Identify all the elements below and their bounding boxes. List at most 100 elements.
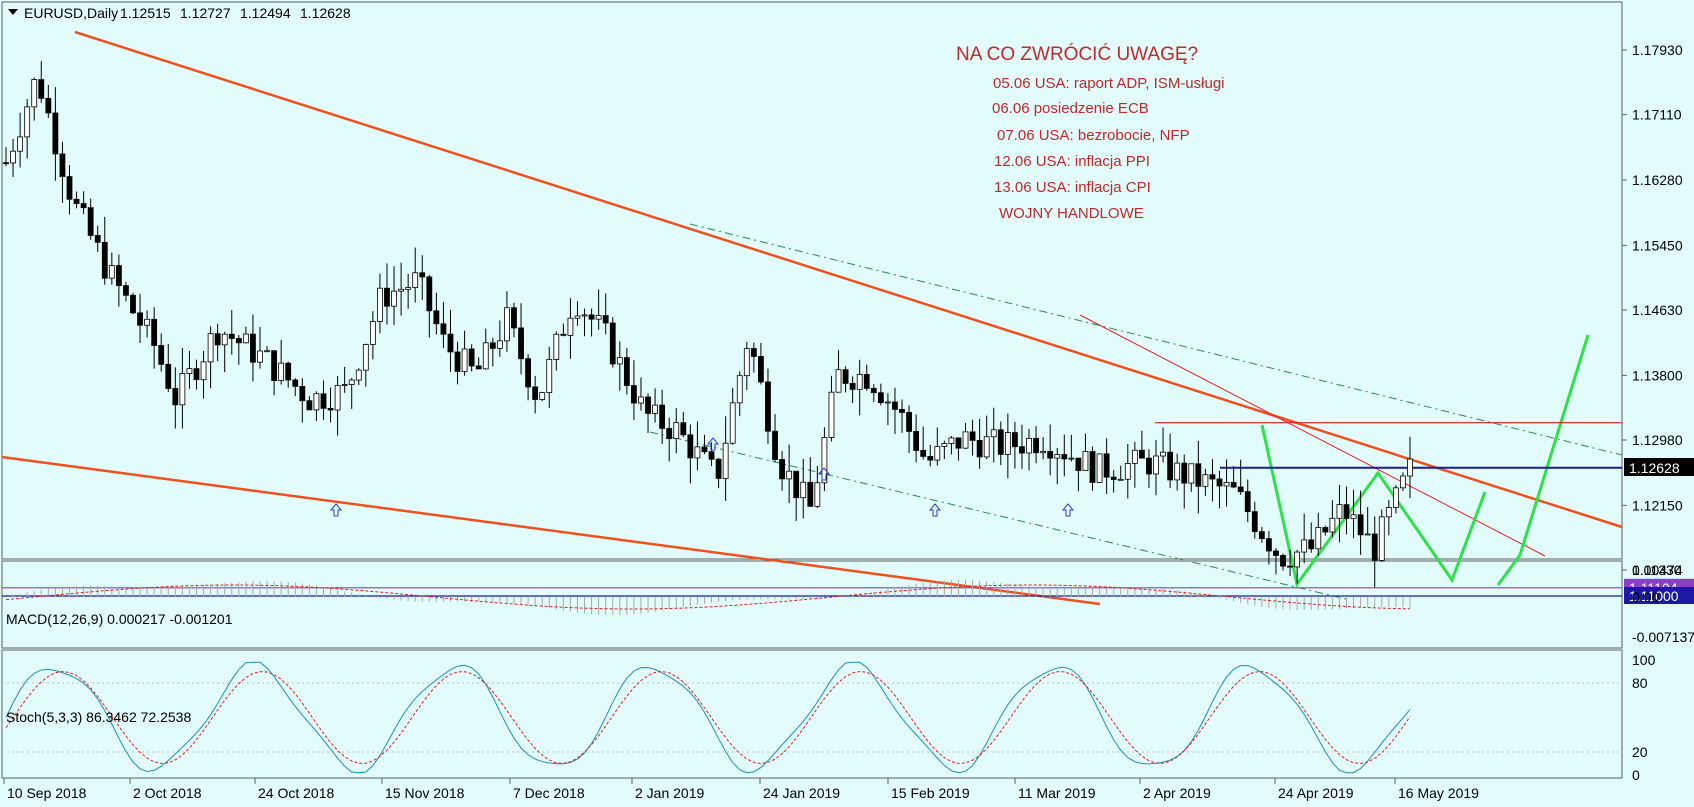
candle-body	[108, 265, 115, 279]
candle-body	[292, 379, 299, 387]
candle-body	[1216, 478, 1223, 487]
candle-body	[186, 368, 193, 374]
candle-body	[1209, 474, 1216, 480]
candle-body	[45, 97, 52, 114]
candle-body	[327, 407, 334, 411]
candle-body	[786, 470, 793, 480]
candle-body	[179, 373, 186, 406]
candle-body	[814, 482, 821, 507]
candle-body	[207, 333, 214, 363]
stoch-panel-frame	[1, 649, 1623, 779]
candle-body	[130, 294, 136, 314]
candle-body	[906, 412, 912, 432]
candle-body	[433, 310, 440, 325]
candle-body	[631, 385, 637, 404]
level-label-box	[1624, 587, 1694, 604]
collapse-triangle-icon[interactable]	[8, 9, 18, 15]
current-price-box	[1624, 458, 1694, 476]
candle-body	[913, 431, 920, 451]
candle-body	[419, 272, 426, 278]
candle-body	[708, 451, 715, 460]
candle-body	[1202, 474, 1209, 487]
candle-body	[1131, 449, 1138, 464]
candle-body	[666, 427, 673, 440]
annotation-line-1: 05.06 USA: raport ADP, ISM-usługi	[993, 75, 1225, 92]
candle-body	[1336, 504, 1343, 519]
candle-body	[1223, 482, 1230, 487]
candle-body	[560, 333, 567, 336]
candle-body	[1075, 457, 1082, 471]
candle-body	[1385, 507, 1392, 518]
annotation-line-6: WOJNY HANDLOWE	[999, 205, 1144, 222]
candle-body	[200, 361, 207, 381]
stoch-indicator	[2, 661, 1622, 774]
candle-body	[1026, 437, 1032, 454]
candle-body	[885, 401, 891, 404]
candle-body	[736, 375, 743, 404]
candle-body	[468, 348, 475, 367]
candle-body	[828, 391, 835, 438]
candle-body	[1378, 516, 1385, 561]
candle-body	[1230, 482, 1237, 488]
lower-channel-line	[1, 455, 1101, 606]
candle-body	[539, 392, 546, 400]
candle-body	[1287, 565, 1293, 568]
annotation-line-4: 12.06 USA: inflacja PPI	[994, 153, 1150, 170]
candle-body	[489, 342, 496, 349]
candle-body	[1004, 432, 1011, 455]
candle-body	[835, 369, 842, 393]
candle-body	[1371, 533, 1378, 561]
up-arrow-icon	[817, 467, 831, 481]
ohlc-open: 1.12515	[120, 5, 171, 21]
candle-body	[1400, 475, 1406, 489]
candle-body	[299, 385, 306, 402]
candle-body	[1329, 517, 1336, 533]
candle-body	[1047, 450, 1054, 459]
candle-body	[1322, 527, 1329, 533]
stoch-d-line	[5, 670, 1411, 765]
candle-body	[588, 314, 595, 320]
stoch-k-line	[5, 661, 1411, 774]
candle-body	[123, 285, 129, 296]
candle-body	[24, 106, 31, 138]
stoch-label: Stoch(5,3,3) 86.3462 72.2538	[6, 709, 191, 725]
candle-body	[66, 176, 73, 200]
candle-body	[969, 431, 976, 441]
price-tick-label: 1.14630	[1632, 302, 1683, 318]
candle-body	[172, 388, 179, 406]
candle-body	[10, 150, 16, 164]
candle-body	[334, 385, 341, 411]
candle-body	[1258, 531, 1265, 540]
candle-body	[1195, 463, 1202, 487]
candle-body	[475, 365, 482, 370]
candle-body	[221, 333, 228, 346]
annotation-heading: NA CO ZWRÓCIĆ UWAGĘ?	[956, 43, 1198, 65]
time-tick-label: 16 May 2019	[1398, 785, 1479, 801]
candle-body	[306, 400, 313, 411]
candle-body	[1089, 451, 1096, 483]
macd-label: MACD(12,26,9) 0.000217 -0.001201	[6, 611, 233, 627]
red-trendline	[1079, 314, 1546, 557]
time-tick-label: 10 Sep 2018	[7, 785, 87, 801]
time-tick-label: 15 Nov 2018	[385, 785, 465, 801]
price-axis: 1.17930 1.17110 1.16280 1.15450 1.14630 1.138…	[1622, 42, 1683, 578]
stoch-tick-label: 80	[1632, 675, 1648, 691]
candle-body	[1273, 550, 1279, 556]
price-tick-label: 1.13800	[1632, 367, 1683, 383]
candle-body	[976, 440, 983, 458]
candle-body	[849, 383, 856, 390]
price-panel-frame	[1, 1, 1623, 560]
candle-body	[962, 431, 969, 449]
candle-body	[1174, 462, 1181, 481]
candle-body	[532, 386, 539, 400]
candle-body	[313, 393, 320, 411]
candle-body	[750, 348, 757, 357]
candle-body	[391, 290, 397, 307]
time-tick-label: 24 Jan 2019	[763, 785, 840, 801]
candle-body	[1054, 454, 1061, 459]
candle-body	[1068, 457, 1075, 460]
candle-body	[461, 348, 468, 372]
candle-body	[638, 396, 644, 404]
